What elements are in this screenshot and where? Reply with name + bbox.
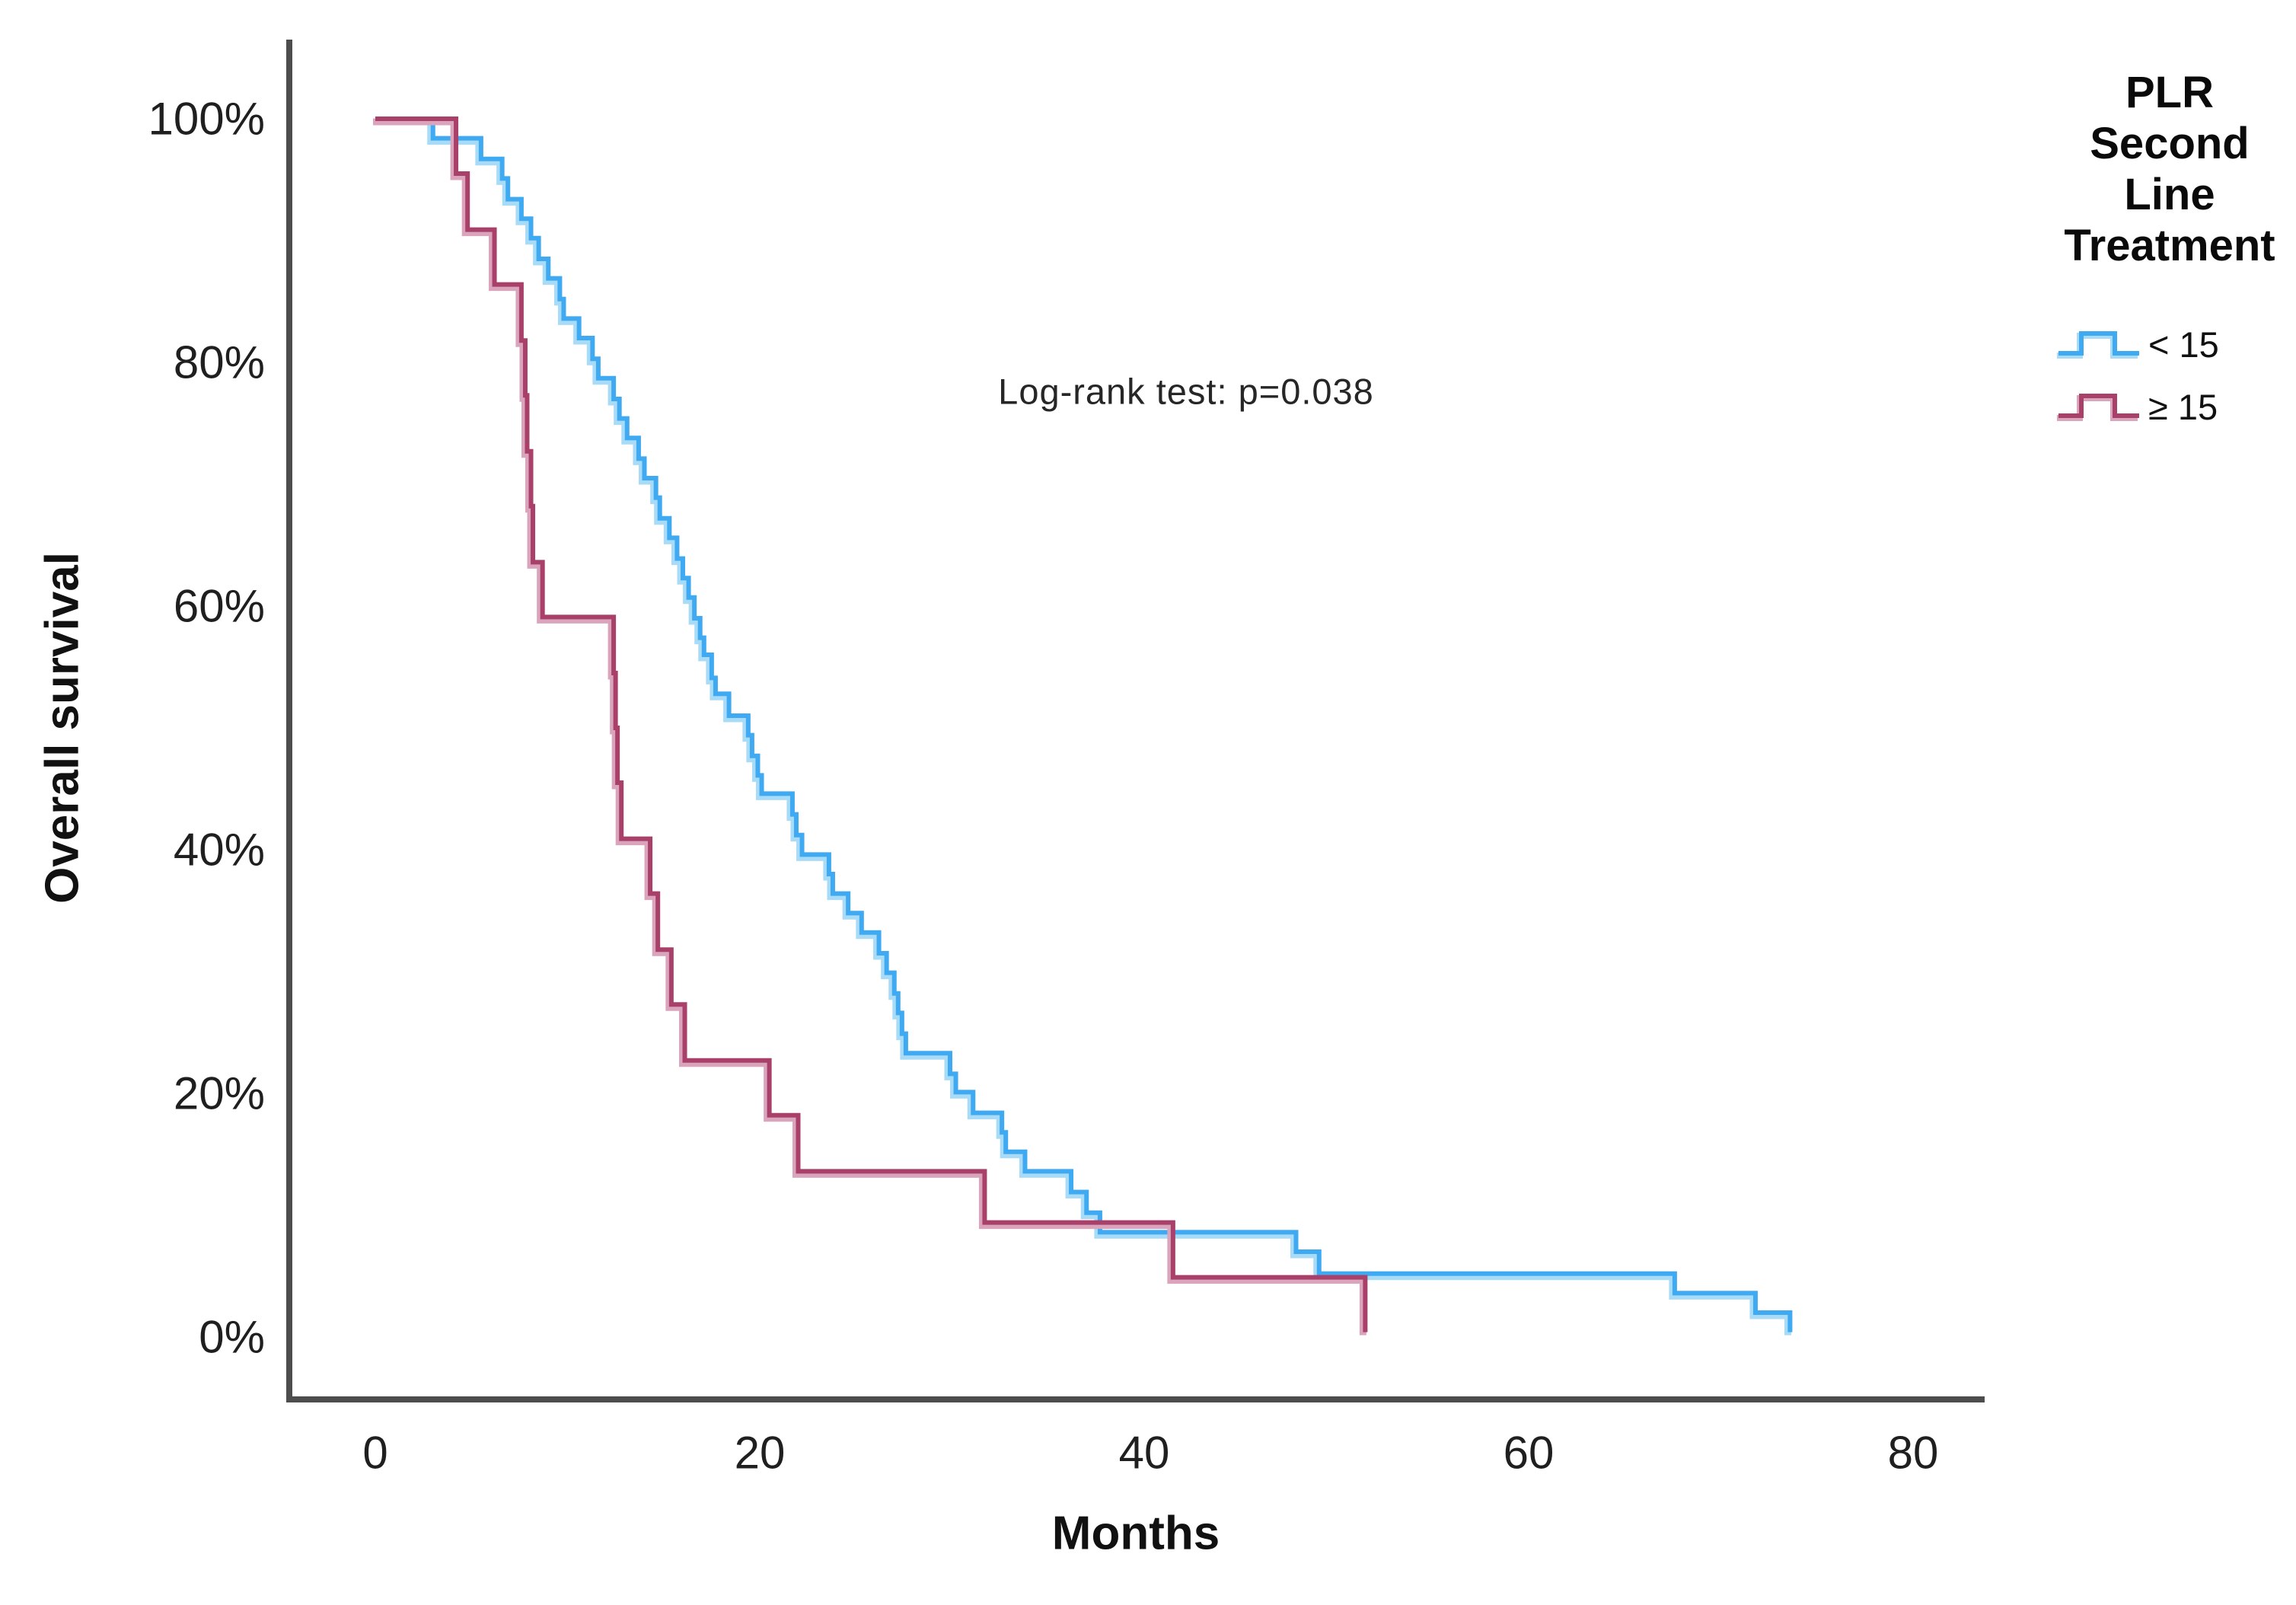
- x-tick-label: 80: [1888, 1428, 1939, 1479]
- legend-title-line: Line: [2124, 170, 2215, 219]
- y-tick-label: 40%: [174, 825, 265, 876]
- x-tick-label: 20: [735, 1428, 786, 1479]
- legend-title: PLR Second Line Treatment: [2048, 67, 2291, 271]
- y-axis-title: Overall survival: [36, 552, 89, 904]
- legend-title-line: PLR: [2125, 68, 2214, 117]
- legend-item-label: ≥ 15: [2148, 386, 2218, 427]
- x-tick-label: 0: [362, 1428, 387, 1479]
- legend-item-lt15: < 15: [2048, 313, 2291, 375]
- swatch-line: [2058, 394, 2139, 418]
- survival-curve-0: [375, 116, 1793, 1332]
- x-tick-label: 40: [1119, 1428, 1170, 1479]
- legend: PLR Second Line Treatment < 15 ≥ 15: [2048, 67, 2291, 438]
- x-tick-label: 60: [1504, 1428, 1555, 1479]
- y-tick-label: 20%: [174, 1068, 265, 1119]
- legend-items: < 15 ≥ 15: [2048, 313, 2291, 438]
- legend-title-line: Second: [2090, 119, 2250, 168]
- survival-curve-1: [375, 116, 1368, 1332]
- y-tick-label: 100%: [148, 94, 265, 145]
- survival-curve-halo-0: [373, 118, 1791, 1335]
- legend-title-line: Treatment: [2064, 221, 2275, 270]
- y-tick-label: 80%: [174, 337, 265, 388]
- step-line-swatch-icon: [2057, 331, 2139, 359]
- swatch-line: [2058, 331, 2139, 356]
- y-tick-label: 60%: [174, 581, 265, 632]
- log-rank-annotation: Log-rank test: p=0.038: [998, 371, 1374, 412]
- x-axis-title: Months: [1051, 1507, 1220, 1560]
- y-tick-label: 0%: [199, 1312, 265, 1363]
- legend-item-label: < 15: [2148, 324, 2219, 365]
- step-line-swatch-icon: [2057, 394, 2139, 421]
- legend-item-ge15: ≥ 15: [2048, 375, 2291, 438]
